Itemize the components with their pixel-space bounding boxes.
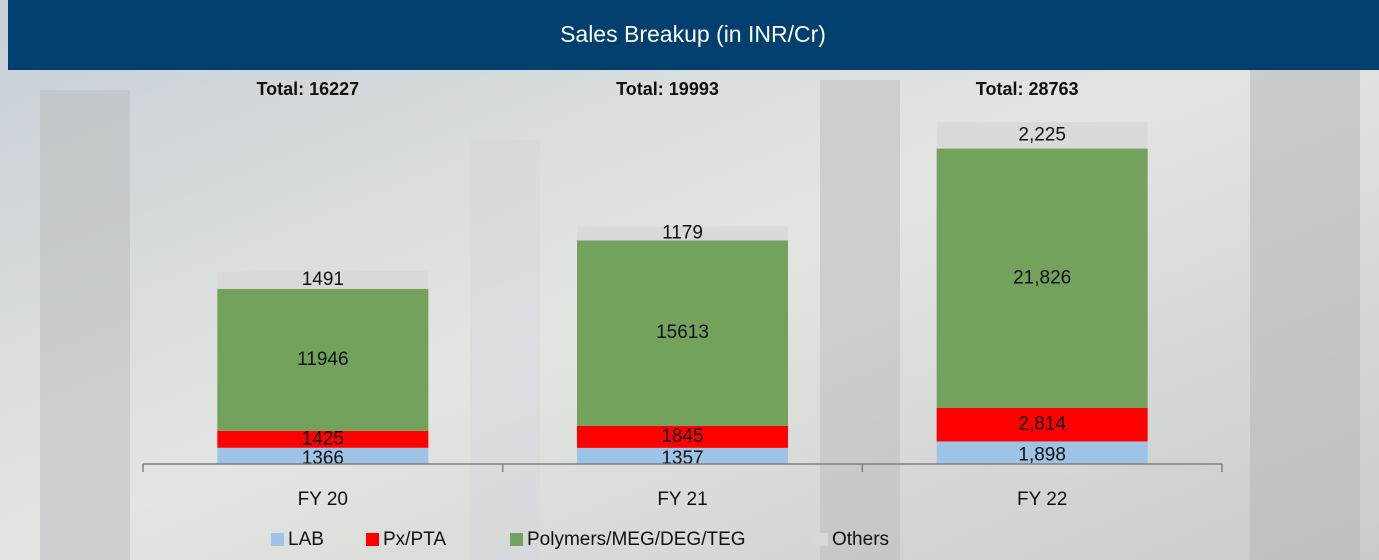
legend-swatch <box>366 533 379 546</box>
legend-swatch <box>271 533 284 546</box>
value-label: 1357 <box>661 448 703 469</box>
total-label: Total: 19993 <box>616 79 719 99</box>
background-shape <box>40 90 130 560</box>
value-label: 2,225 <box>1018 124 1066 145</box>
page: {"chart_data": {"type": "stacked_bar", "… <box>0 0 1379 560</box>
total-label: Total: 28763 <box>976 79 1079 99</box>
x-tick-label: FY 21 <box>657 489 707 510</box>
legend-label: Polymers/MEG/DEG/TEG <box>527 529 746 550</box>
legend-swatch <box>815 533 828 546</box>
value-label: 1,898 <box>1018 445 1066 466</box>
chart: Sales Breakup (in INR/Cr) 13661425 11946 1… <box>0 0 1379 560</box>
value-label: 1845 <box>661 426 703 447</box>
value-label: 15613 <box>656 322 709 343</box>
background-shape <box>820 80 900 560</box>
background-shape <box>1250 60 1360 560</box>
value-label: 21,826 <box>1013 267 1071 288</box>
value-label: 1425 <box>302 428 344 449</box>
value-label: 1491 <box>302 269 344 290</box>
x-tick-label: FY 22 <box>1017 489 1067 510</box>
legend-label: Px/PTA <box>383 529 446 550</box>
total-label: Total: 16227 <box>256 79 359 99</box>
legend-label: LAB <box>288 529 324 550</box>
x-tick-label: FY 20 <box>298 489 348 510</box>
value-label: 1366 <box>302 448 344 469</box>
value-label: 1179 <box>662 222 703 243</box>
legend-label: Others <box>832 529 889 550</box>
chart-title: Sales Breakup (in INR/Cr) <box>560 21 826 47</box>
legend-swatch <box>510 533 523 546</box>
background-shape <box>470 140 540 560</box>
value-label: 2,814 <box>1018 414 1066 435</box>
value-label: 11946 <box>297 349 348 370</box>
